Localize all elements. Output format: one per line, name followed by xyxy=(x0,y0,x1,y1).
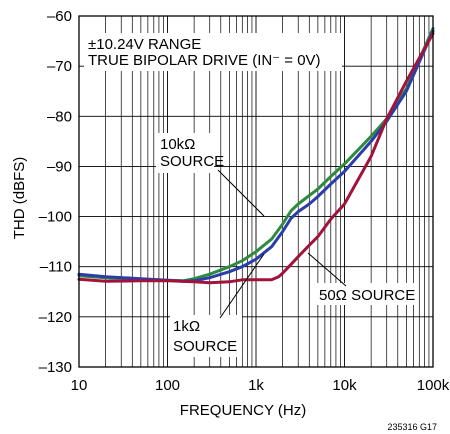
annotation-10k-pointer xyxy=(217,169,265,217)
range-info-box: ±10.24V RANGE TRUE BIPOLAR DRIVE (IN⁻ = … xyxy=(84,33,342,71)
y-tick-label: –120 xyxy=(39,309,72,326)
x-tick-label: 10 xyxy=(71,377,88,394)
annotations: 10kΩ SOURCE 1kΩ SOURCE 50Ω SOURCE xyxy=(156,133,418,357)
x-tick-label: 100k xyxy=(417,377,450,394)
annotation-10k-line1: 10kΩ xyxy=(160,136,195,153)
figure-id: 235316 G17 xyxy=(387,422,437,432)
y-tick-label: –100 xyxy=(39,209,72,226)
y-axis-title: THD (dBFS) xyxy=(11,157,28,240)
y-tick-label: –80 xyxy=(47,108,72,125)
plot-frame xyxy=(78,15,434,368)
annotation-1k-pointer xyxy=(219,253,265,319)
y-tick-label: –60 xyxy=(47,8,72,25)
series-layer xyxy=(77,27,435,285)
range-info-box-background xyxy=(84,33,342,71)
y-tick-label: –130 xyxy=(39,359,72,376)
grid-minor xyxy=(105,16,430,367)
x-tick-label: 10k xyxy=(332,377,357,394)
x-tick-label: 100 xyxy=(155,377,180,394)
y-tick-labels: –60 –70 –80 –90 –100 –110 –120 –130 xyxy=(39,8,72,376)
annotation-1k-background xyxy=(170,315,242,357)
y-tick-label: –70 xyxy=(47,58,72,75)
annotation-10k-background xyxy=(156,133,214,173)
range-label: ±10.24V RANGE xyxy=(88,36,201,53)
y-tick-label: –110 xyxy=(40,259,72,276)
annotation-50ohm-label: 50Ω SOURCE xyxy=(319,287,415,304)
x-axis-title: FREQUENCY (Hz) xyxy=(180,402,306,419)
series-line-3 xyxy=(77,32,435,285)
annotation-50ohm-pointer xyxy=(307,252,347,287)
annotation-10k-line2: SOURCE xyxy=(160,153,224,170)
annotation-50ohm-background xyxy=(316,283,418,305)
x-tick-labels: 10 100 1k 10k 100k xyxy=(71,377,450,394)
annotation-1k-line2: SOURCE xyxy=(173,338,237,355)
x-tick-label: 1k xyxy=(248,377,264,394)
y-tick-label: –90 xyxy=(47,158,72,175)
drive-label: TRUE BIPOLAR DRIVE (IN⁻ = 0V) xyxy=(88,52,321,69)
annotation-1k-line1: 1kΩ xyxy=(173,318,200,335)
